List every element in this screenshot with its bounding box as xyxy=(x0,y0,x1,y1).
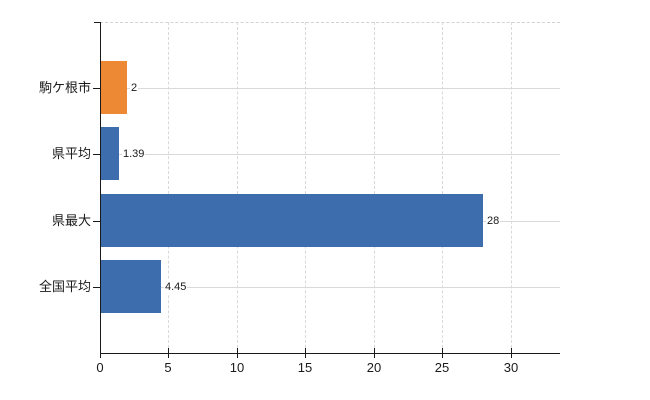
category-label: 駒ケ根市 xyxy=(38,80,91,95)
y-axis-tick xyxy=(93,221,100,222)
category-label: 全国平均 xyxy=(38,279,91,294)
x-tick-label: 5 xyxy=(164,360,172,375)
x-tick-label: 25 xyxy=(434,360,450,375)
gridline-vertical xyxy=(237,22,238,353)
gridline-horizontal xyxy=(100,154,560,155)
bar xyxy=(101,127,119,180)
category-label: 県最大 xyxy=(51,213,91,228)
gridline-horizontal xyxy=(100,88,560,89)
y-axis-tick xyxy=(93,287,100,288)
x-tick-label: 15 xyxy=(297,360,313,375)
bar xyxy=(101,194,483,247)
gridline-vertical xyxy=(374,22,375,353)
bar-value-label: 2 xyxy=(130,80,139,96)
gridline-vertical xyxy=(168,22,169,353)
bar xyxy=(101,260,161,313)
gridline-vertical xyxy=(442,22,443,353)
gridline-horizontal xyxy=(100,287,560,288)
x-tick-label: 0 xyxy=(96,360,104,375)
gridline-vertical xyxy=(511,22,512,353)
y-axis-tick xyxy=(93,154,100,155)
x-axis-line xyxy=(100,353,560,354)
y-axis-top-tick xyxy=(94,22,100,23)
gridline-vertical xyxy=(305,22,306,353)
x-tick-label: 10 xyxy=(229,360,245,375)
category-label: 県平均 xyxy=(51,146,91,161)
y-axis-tick xyxy=(93,88,100,89)
y-axis-line xyxy=(100,22,101,357)
bar-value-label: 1.39 xyxy=(122,146,146,162)
bar xyxy=(101,61,127,114)
x-tick-label: 20 xyxy=(366,360,382,375)
bar-value-label: 28 xyxy=(486,213,501,229)
x-tick-label: 30 xyxy=(503,360,519,375)
bar-value-label: 4.45 xyxy=(164,279,188,295)
plot-top-border xyxy=(100,22,560,23)
